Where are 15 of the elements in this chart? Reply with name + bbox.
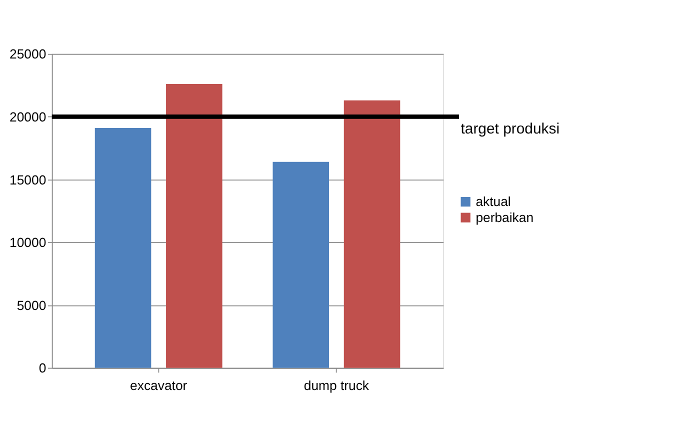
bar (166, 84, 222, 368)
ref-line-label: target produksi (460, 120, 560, 138)
y-tick-label: 10000 (10, 235, 46, 250)
y-tick-label: 25000 (10, 46, 46, 62)
x-tick-label: dump truck (304, 378, 370, 394)
legend-label: aktual (476, 194, 511, 210)
bar (344, 100, 400, 368)
y-tick-label: 0 (38, 360, 46, 376)
y-tick-label: 15000 (10, 172, 46, 188)
y-tick-label: 20000 (10, 110, 46, 125)
bar (94, 128, 152, 368)
x-tick-label: excavator (130, 378, 188, 394)
bar (272, 162, 330, 368)
legend-label: perbaikan (476, 210, 534, 225)
y-tick-label: 5000 (16, 298, 46, 313)
